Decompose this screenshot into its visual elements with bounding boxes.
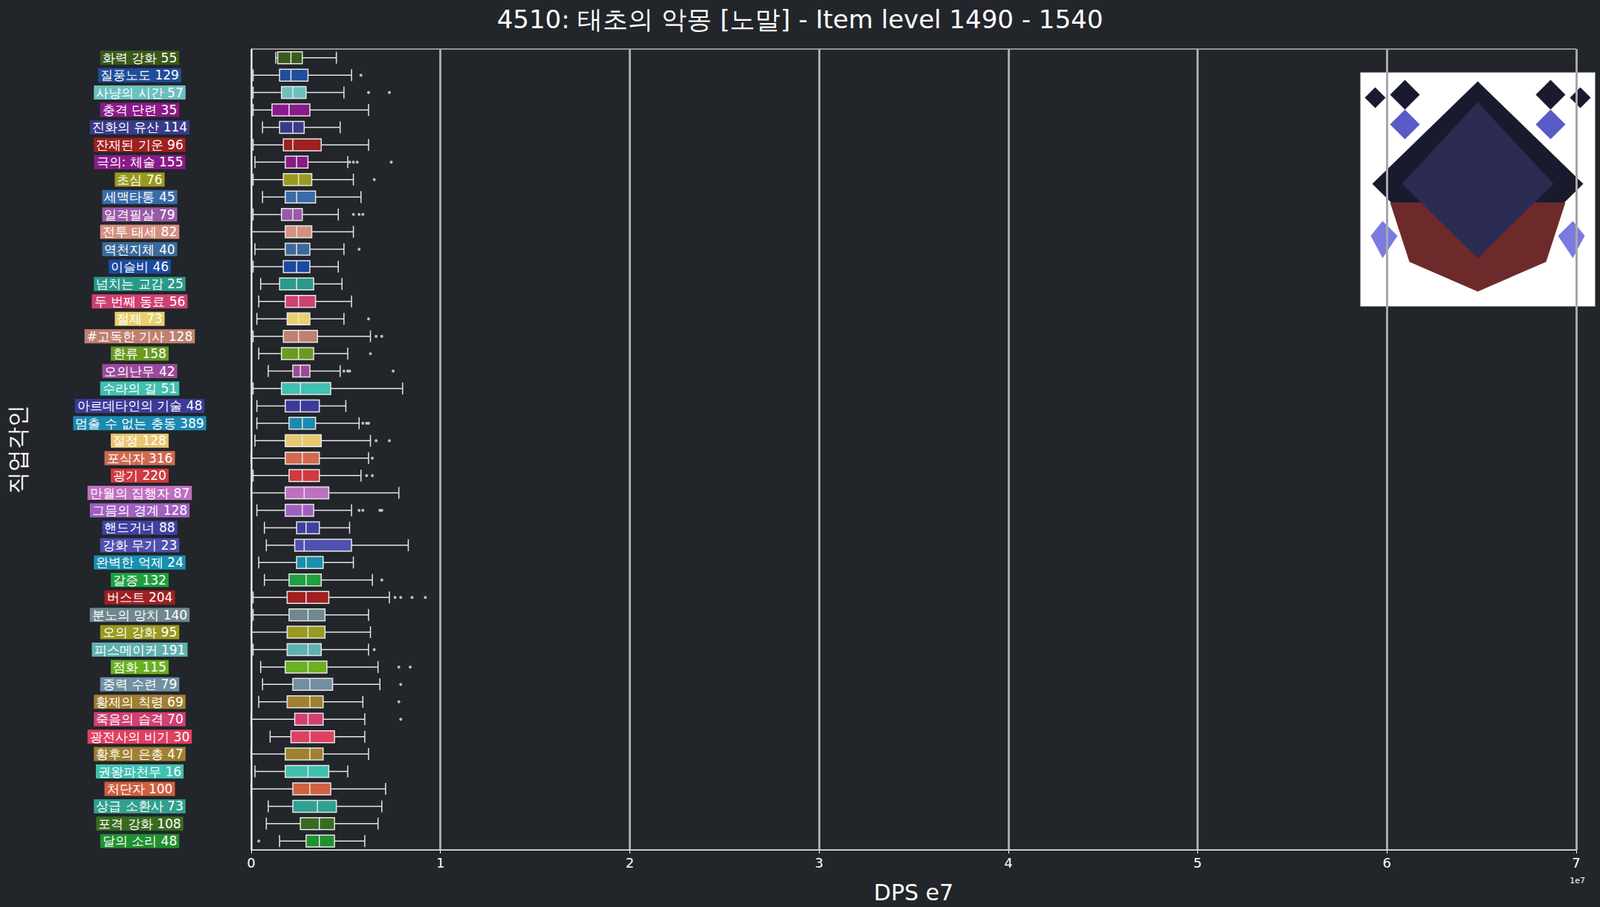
svg-text:그믐의 경계 128: 그믐의 경계 128 (92, 503, 188, 518)
svg-text:권왕파천무 16: 권왕파천무 16 (98, 764, 182, 780)
svg-text:분노의 망치 140: 분노의 망치 140 (92, 607, 188, 623)
svg-text:환류 158: 환류 158 (112, 346, 167, 362)
svg-text:절제 73: 절제 73 (116, 311, 163, 327)
svg-text:광기 220: 광기 220 (112, 468, 167, 484)
svg-text:멈출 수 없는 충동 389: 멈출 수 없는 충동 389 (75, 416, 204, 432)
svg-text:4: 4 (1003, 855, 1013, 871)
svg-text:점화 115: 점화 115 (112, 659, 167, 675)
svg-text:황제의 칙령 69: 황제의 칙령 69 (95, 694, 183, 710)
svg-text:2: 2 (625, 855, 634, 871)
svg-text:진화의 유산 114: 진화의 유산 114 (92, 119, 188, 135)
svg-text:포격 강화 108: 포격 강화 108 (98, 816, 181, 832)
svg-text:6: 6 (1383, 855, 1392, 871)
svg-text:1e7: 1e7 (1569, 876, 1586, 886)
svg-text:1: 1 (436, 855, 445, 871)
svg-text:화력 강화 55: 화력 강화 55 (102, 50, 177, 66)
svg-text:극의: 체술 155: 극의: 체술 155 (96, 154, 184, 170)
svg-text:오의 강화 95: 오의 강화 95 (102, 624, 177, 640)
svg-text:0: 0 (246, 855, 255, 871)
svg-text:수라의 길 51: 수라의 길 51 (102, 381, 177, 397)
svg-text:역천지체 40: 역천지체 40 (104, 242, 175, 258)
svg-text:피스메이커 191: 피스메이커 191 (94, 642, 186, 658)
svg-text:황후의 은총 47: 황후의 은총 47 (95, 746, 183, 762)
svg-text:죽음의 습격 70: 죽음의 습격 70 (95, 711, 183, 727)
svg-text:오의난무 42: 오의난무 42 (104, 364, 175, 380)
svg-text:버스트 204: 버스트 204 (107, 590, 174, 605)
svg-text:3: 3 (814, 855, 823, 871)
svg-text:5: 5 (1193, 855, 1202, 871)
svg-text:절정 128: 절정 128 (112, 433, 167, 449)
svg-text:상급 소환사 73: 상급 소환사 73 (95, 798, 183, 814)
svg-text:잔재된 기운 96: 잔재된 기운 96 (95, 137, 183, 153)
svg-text:7: 7 (1571, 855, 1580, 871)
svg-text:핸드거너 88: 핸드거너 88 (104, 520, 175, 536)
svg-text:세맥타통 45: 세맥타통 45 (104, 189, 175, 205)
svg-text:전투 태세 82: 전투 태세 82 (102, 224, 177, 240)
svg-text:중력 수련 79: 중력 수련 79 (102, 677, 177, 692)
svg-text:이슬비 46: 이슬비 46 (110, 259, 169, 275)
svg-text:DPS e7: DPS e7 (873, 879, 954, 906)
svg-text:일격필살 79: 일격필살 79 (104, 207, 175, 223)
svg-text:사냥의 시간 57: 사냥의 시간 57 (95, 85, 183, 101)
svg-text:아르데타인의 기술 48: 아르데타인의 기술 48 (77, 398, 203, 414)
svg-text:완벽한 억제 24: 완벽한 억제 24 (95, 555, 183, 570)
svg-text:달의 소리 48: 달의 소리 48 (102, 833, 177, 849)
svg-text:초심 76: 초심 76 (116, 172, 163, 188)
svg-text:질풍노도 129: 질풍노도 129 (100, 67, 180, 83)
svg-text:넘치는 교감 25: 넘치는 교감 25 (95, 276, 183, 292)
svg-text:#고독한 기사 128: #고독한 기사 128 (86, 329, 194, 345)
svg-text:만월의 집행자 87: 만월의 집행자 87 (89, 486, 190, 501)
svg-text:포식자 316: 포식자 316 (107, 451, 174, 466)
svg-text:직업각인: 직업각인 (4, 405, 31, 495)
svg-text:두 번째 동료 56: 두 번째 동료 56 (94, 294, 186, 310)
svg-text:충격 단련 35: 충격 단련 35 (102, 102, 177, 118)
svg-text:광전사의 비기 30: 광전사의 비기 30 (89, 729, 190, 745)
svg-text:갈증 132: 갈증 132 (112, 572, 167, 588)
svg-text:강화 무기 23: 강화 무기 23 (102, 538, 177, 553)
svg-text:4510: 태초의 악몽 [노말] - Item level: 4510: 태초의 악몽 [노말] - Item level 1490 - 15… (497, 4, 1104, 35)
svg-text:처단자 100: 처단자 100 (107, 781, 174, 797)
